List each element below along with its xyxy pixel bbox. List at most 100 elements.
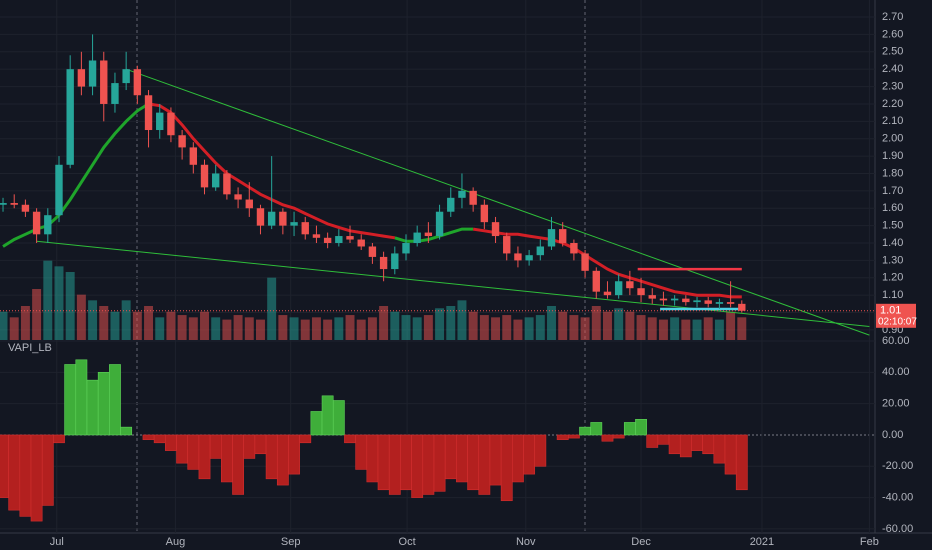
volume-bar: [670, 317, 680, 340]
indicator-bar: [724, 434, 737, 475]
moving-average-line: [2, 102, 474, 248]
indicator-bar: [30, 434, 43, 522]
y-tick-label: 1.10: [882, 289, 903, 301]
candle-body: [156, 112, 164, 131]
candle-body: [301, 222, 309, 235]
candle-body: [581, 253, 589, 271]
indicator-bar: [377, 434, 390, 491]
candle-body: [245, 199, 253, 209]
candle-body: [77, 69, 86, 87]
candle-body: [458, 190, 466, 198]
volume-bar: [76, 294, 86, 340]
candle-body: [447, 197, 455, 212]
indicator-bar: [679, 434, 692, 458]
candle-body: [290, 222, 298, 226]
y-tick-label: 1.50: [882, 220, 903, 232]
candle-body: [525, 255, 533, 261]
volume-bar: [300, 319, 310, 340]
indicator-bar: [41, 434, 54, 506]
candle-body: [413, 232, 421, 244]
candle-body: [592, 270, 600, 292]
y-tick-label: 0.00: [882, 429, 903, 441]
x-tick-label: Dec: [631, 536, 651, 548]
candle-body: [312, 234, 321, 238]
volume-bar: [188, 317, 198, 340]
volume-bar: [379, 306, 389, 340]
y-tick-label: 1.20: [882, 272, 903, 284]
indicator-bar: [53, 434, 65, 444]
volume-bar: [20, 306, 30, 340]
candle-body: [682, 298, 690, 303]
candle-body: [100, 60, 108, 104]
candle-body: [480, 204, 489, 223]
volume-bar: [222, 319, 232, 340]
indicator-bar: [176, 434, 189, 464]
volume-bar: [580, 317, 590, 340]
volume-bar: [88, 300, 98, 340]
volume-bar: [121, 300, 131, 340]
indicator-bar: [109, 364, 121, 436]
volume-bar: [155, 317, 165, 340]
candle-body: [603, 291, 612, 296]
indicator-bar: [220, 434, 233, 483]
indicator-bar: [400, 434, 412, 491]
indicator-bar: [288, 434, 300, 475]
candle-body: [111, 83, 119, 104]
indicator-bar: [19, 434, 32, 517]
indicator-bar: [8, 434, 21, 511]
volume-bar: [278, 315, 288, 340]
indicator-bar: [713, 434, 726, 464]
candle-body: [547, 229, 556, 247]
volume-bar: [602, 311, 612, 340]
volume-bar: [244, 317, 254, 340]
volume-bar: [412, 317, 422, 340]
indicator-bar: [478, 434, 491, 495]
drawn-line: [36, 240, 870, 327]
y-tick-label: 1.60: [882, 202, 903, 214]
candle-body: [223, 173, 231, 195]
indicator-bar: [366, 434, 379, 483]
volume-bar: [267, 277, 277, 340]
indicator-bar: [467, 434, 480, 491]
x-tick-label: Aug: [166, 536, 186, 548]
volume-bar: [334, 317, 344, 340]
volume-bar: [43, 260, 53, 340]
candle-body: [189, 147, 198, 165]
last-price-box: [876, 303, 916, 328]
volume-bar: [524, 317, 534, 340]
indicator-bar: [579, 426, 591, 436]
volume-bar: [558, 311, 568, 340]
candle-body: [379, 256, 388, 270]
volume-bar: [144, 306, 154, 340]
indicator-bar: [120, 426, 133, 436]
volume-bar: [513, 319, 523, 340]
indicator-bar: [500, 434, 513, 502]
y-tick-label: 40.00: [882, 366, 910, 378]
indicator-bar: [75, 359, 88, 436]
candle-body: [55, 164, 63, 216]
candle-body: [514, 253, 522, 261]
y-tick-label: 2.30: [882, 80, 903, 92]
candle-body: [335, 236, 343, 244]
volume-bar: [323, 319, 333, 340]
indicator-bar: [556, 434, 569, 440]
candle-body: [21, 204, 30, 212]
volume-bar: [0, 311, 8, 340]
x-tick-label: 2021: [750, 536, 774, 548]
indicator-bar: [534, 434, 547, 467]
y-tick-label: -60.00: [882, 523, 913, 535]
candle-body: [738, 303, 746, 311]
y-tick-label: 1.80: [882, 167, 903, 179]
volume-bar: [681, 319, 691, 340]
volume-bar: [401, 315, 411, 340]
candle-body: [670, 298, 679, 301]
candle-body: [402, 243, 410, 254]
indicator-bar: [254, 434, 267, 455]
indicator-bar: [86, 379, 99, 436]
volume-bar: [547, 306, 556, 340]
volume-bar: [110, 311, 120, 340]
candle-body: [0, 203, 7, 205]
volume-bar: [614, 308, 624, 340]
y-tick-label: 2.20: [882, 98, 903, 110]
candle-body: [424, 232, 433, 237]
